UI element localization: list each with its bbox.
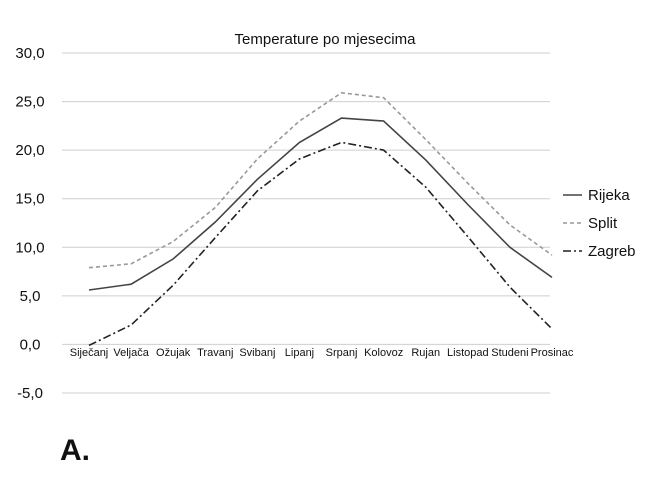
series-line-zagreb <box>88 141 553 347</box>
legend-label-split: Split <box>588 215 618 232</box>
chart-title: Temperature po mjesecima <box>235 31 417 48</box>
x-tick-label: Svibanj <box>239 347 275 359</box>
series-line-rijeka <box>88 117 553 291</box>
y-tick-label: -5,0 <box>17 385 43 402</box>
gridlines <box>62 52 550 394</box>
x-tick-label: Studeni <box>491 347 528 359</box>
legend-label-zagreb: Zagreb <box>588 243 636 260</box>
y-tick-label: 30,0 <box>15 45 44 62</box>
x-tick-label: Ožujak <box>156 347 191 359</box>
y-axis-ticks: -5,0 0,0 5,0 10,0 15,0 20,0 25,0 30,0 <box>15 45 44 402</box>
x-tick-label: Travanj <box>197 347 233 359</box>
x-tick-label: Lipanj <box>285 347 314 359</box>
y-tick-label: 5,0 <box>20 288 41 305</box>
legend-label-rijeka: Rijeka <box>588 187 630 204</box>
series-line-split <box>88 91 553 269</box>
x-tick-label: Veljača <box>113 347 149 359</box>
legend: Rijeka Split Zagreb <box>563 187 636 260</box>
y-tick-label: 15,0 <box>15 191 44 208</box>
x-tick-label: Prosinac <box>531 347 574 359</box>
y-tick-label: 20,0 <box>15 142 44 159</box>
series-lines <box>88 91 553 347</box>
y-tick-label: 0,0 <box>20 336 41 353</box>
x-axis-ticks: Siječanj Veljača Ožujak Travanj Svibanj Lipan… <box>70 347 574 359</box>
y-tick-label: 10,0 <box>15 239 44 256</box>
x-tick-label: Listopad <box>447 347 489 359</box>
figure-caption: A. <box>60 434 90 467</box>
x-tick-label: Siječanj <box>70 347 109 359</box>
x-tick-label: Srpanj <box>326 347 358 359</box>
x-tick-label: Rujan <box>411 347 440 359</box>
y-tick-label: 25,0 <box>15 94 44 111</box>
x-tick-label: Kolovoz <box>364 347 403 359</box>
